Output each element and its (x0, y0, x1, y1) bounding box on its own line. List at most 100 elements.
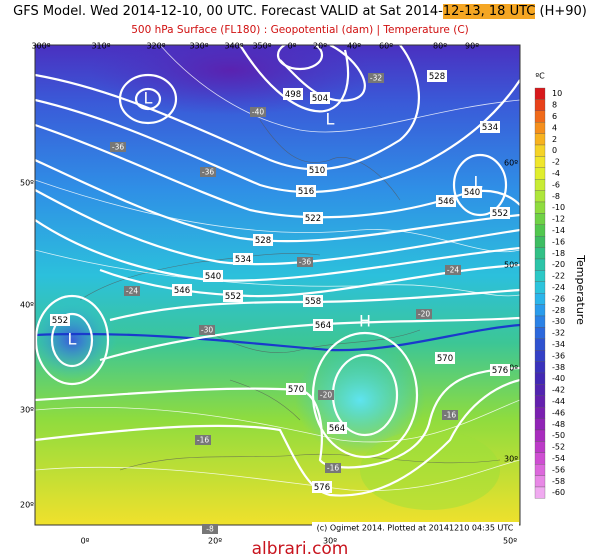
contour-label-box (436, 195, 456, 207)
contour-label-box (172, 284, 192, 296)
colorbar-swatch (534, 247, 546, 260)
colorbar-tick-label: -20 (552, 260, 565, 269)
colorbar-swatch (534, 167, 546, 180)
lon-label: 50º (503, 537, 517, 546)
contour-label: 552 (52, 316, 68, 326)
contour-label-box (286, 383, 306, 395)
contour-label-box (223, 290, 243, 302)
colorbar-swatch (534, 281, 546, 294)
pressure-center: H (359, 312, 371, 331)
contour-label: 504 (312, 94, 328, 104)
temp-label-box (110, 142, 126, 152)
pressure-center: L (474, 173, 483, 192)
colorbar-swatch (534, 156, 546, 168)
lon-label: 20º (208, 537, 222, 546)
temp-label: -36 (112, 143, 124, 152)
contour-label-box (327, 422, 347, 434)
colorbar-tick-label: -28 (552, 306, 565, 315)
colorbar-tick-label: -60 (552, 488, 565, 497)
temp-label: -24 (126, 287, 138, 296)
contour-label: 522 (305, 214, 321, 224)
colorbar-swatch (534, 418, 546, 431)
lon-label: 60º (379, 42, 393, 51)
pressure-center: L (68, 330, 77, 349)
colorbar-swatch (534, 144, 546, 157)
subtitle: 500 hPa Surface (FL180) : Geopotential (… (131, 24, 469, 36)
colorbar-tick-label: -26 (552, 294, 565, 303)
colorbar-tick-label: -34 (552, 340, 565, 349)
lon-label: 90º (465, 42, 479, 51)
temp-label-box (297, 257, 313, 267)
contour-label-box (480, 121, 500, 133)
contour-label: 540 (464, 188, 480, 198)
colorbar-tick-label: -36 (552, 351, 565, 360)
colorbar-tick-label: -46 (552, 408, 565, 417)
lon-label: 330º (189, 42, 208, 51)
colorbar-swatch (534, 464, 546, 476)
contour-label: 546 (438, 197, 454, 207)
colorbar-swatch (534, 133, 546, 146)
colorbar-tick-label: -2 (552, 158, 560, 167)
contour-label-box (313, 319, 333, 331)
lat-label: 30º (20, 406, 34, 415)
contour-label: 516 (298, 187, 314, 197)
lon-label: 350º (252, 42, 271, 51)
contour-label-box (310, 92, 330, 104)
contour-label: 570 (288, 385, 304, 395)
temp-label-box (199, 325, 215, 335)
map-frame (34, 44, 521, 526)
contour-label-box (296, 185, 316, 197)
colorbar-tick-label: -32 (552, 329, 565, 338)
colorbar-label: Temperature (574, 254, 587, 325)
lat-label: 50º (504, 261, 518, 270)
colorbar-tick-label: -8 (552, 192, 560, 201)
temp-label: -20 (418, 310, 430, 319)
colorbar-tick-label: -4 (552, 169, 560, 178)
temp-label: -40 (252, 108, 264, 117)
colorbar-swatch (534, 429, 546, 442)
contour-label-box (435, 352, 455, 364)
contour-label: 534 (482, 123, 498, 133)
colorbar-unit: ºC (535, 72, 545, 81)
lon-label: 20º (313, 42, 327, 51)
colorbar-swatch (534, 384, 546, 396)
colorbar-swatch (534, 258, 546, 271)
contour-label: 558 (305, 297, 321, 307)
temp-label: -16 (197, 436, 209, 445)
colorbar-swatch (534, 361, 546, 374)
colorbar-tick-label: -40 (552, 374, 565, 383)
contour-label: 528 (255, 236, 271, 246)
temp-label: -20 (320, 391, 332, 400)
contour-label: 576 (314, 483, 330, 493)
colorbar-swatch (534, 395, 546, 408)
temp-label: -16 (327, 464, 339, 473)
lon-label: 40º (347, 42, 361, 51)
contour-label: 540 (205, 272, 221, 282)
colorbar-tick-label: -38 (552, 363, 565, 372)
contour-label: 570 (437, 354, 453, 364)
colorbar-tick-label: -50 (552, 431, 565, 440)
title-text: GFS Model. Wed 2014-12-10, 00 UTC. Forec… (13, 4, 443, 19)
colorbar-swatch (534, 190, 546, 203)
contour-label-box (303, 212, 323, 224)
contour-label: 498 (285, 90, 301, 100)
colorbar-tick-label: 2 (552, 135, 557, 144)
colorbar-swatch (534, 122, 546, 134)
contour-label: 552 (225, 292, 241, 302)
colorbar-swatch (534, 179, 546, 191)
colorbar-swatch (534, 270, 546, 282)
lon-label: 0º (288, 42, 297, 51)
colorbar-tick-label: -24 (552, 283, 565, 292)
lat-label: 20º (20, 501, 34, 510)
temp-label-box (202, 524, 218, 534)
colorbar-swatch (534, 224, 546, 237)
colorbar-tick-label: -30 (552, 317, 565, 326)
colorbar-swatch (534, 338, 546, 351)
temp-label-box (124, 286, 140, 296)
colorbar-tick-label: -6 (552, 180, 560, 189)
temp-label-box (368, 73, 384, 83)
contour-label: 534 (235, 255, 251, 265)
contour-label-box (490, 207, 510, 219)
contour-label: 510 (309, 166, 325, 176)
